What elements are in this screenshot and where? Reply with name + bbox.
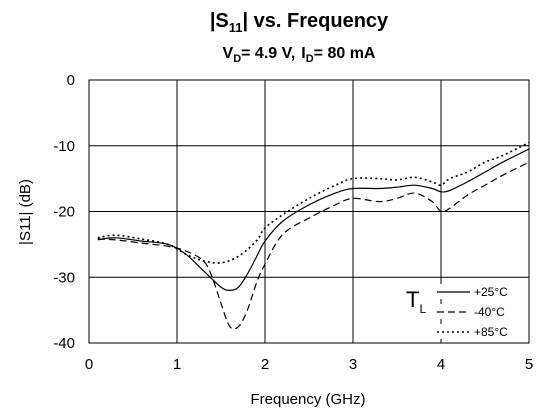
subtitle-vd-suffix: = 4.9 V, xyxy=(241,45,295,62)
y-tick-label: -10 xyxy=(53,138,75,155)
tick-labels: 0 1 2 3 4 5 0 -10 -20 -30 -40 xyxy=(53,72,533,373)
y-axis-label: |S11| (dB) xyxy=(17,179,34,245)
subtitle-id-sub: D xyxy=(306,53,314,65)
legend-title: TL xyxy=(406,287,426,316)
series-lines xyxy=(97,141,530,330)
title-suffix: | vs. Frequency xyxy=(243,10,390,32)
legend-entry-bg xyxy=(434,304,526,319)
subtitle-vd-prefix: V xyxy=(223,45,234,62)
legend-label: -40°C xyxy=(474,305,505,319)
legend-entries: +25°C -40°C +85°C xyxy=(434,284,526,339)
subtitle-vd-sub: D xyxy=(233,53,241,65)
x-tick-label: 0 xyxy=(85,356,93,373)
y-tick-label: -30 xyxy=(53,269,75,286)
x-tick-label: 5 xyxy=(525,356,533,373)
y-tick-label: 0 xyxy=(67,72,75,89)
subtitle-id-suffix: = 80 mA xyxy=(314,45,376,62)
chart-subtitle: VD= 4.9 V, ID= 80 mA xyxy=(223,45,376,65)
y-tick-label: -40 xyxy=(53,335,75,352)
subtitle-id-prefix: I xyxy=(301,45,305,62)
title-prefix: |S xyxy=(210,10,229,32)
title-sub: 11 xyxy=(229,20,243,35)
series-line-2 xyxy=(97,141,530,264)
y-tick-label: -20 xyxy=(53,204,75,221)
x-axis-label: Frequency (GHz) xyxy=(250,391,365,408)
legend-label: +85°C xyxy=(474,325,508,339)
x-tick-label: 2 xyxy=(261,356,269,373)
x-tick-label: 1 xyxy=(173,356,181,373)
legend: TL +25°C -40°C +85°C xyxy=(406,284,526,339)
series-line-0 xyxy=(97,148,530,292)
plot-frame xyxy=(88,79,530,344)
legend-entry-bg xyxy=(434,284,526,299)
x-tick-label: 4 xyxy=(437,356,445,373)
series-line-1 xyxy=(97,161,530,330)
x-tick-label: 3 xyxy=(349,356,357,373)
chart-title: |S11| vs. Frequency xyxy=(210,10,389,35)
legend-entry-bg xyxy=(434,324,526,339)
legend-title-prefix: T xyxy=(406,287,419,312)
legend-label: +25°C xyxy=(474,285,508,299)
legend-title-sub: L xyxy=(419,302,426,316)
grid xyxy=(89,80,529,343)
